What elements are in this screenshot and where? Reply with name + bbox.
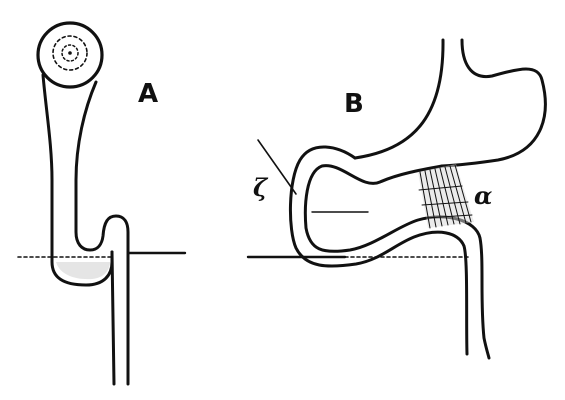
panel-b-loop-inner-wall xyxy=(303,164,491,360)
panel-a-dashed-ring-inner xyxy=(61,44,79,62)
panel-b-zeta-pointer xyxy=(257,139,297,195)
panel-a-bend-shading xyxy=(56,262,110,280)
zeta-label: ζ xyxy=(253,173,269,202)
panel-a-dashed-ring-outer xyxy=(52,35,88,71)
panel-a-disc-rim xyxy=(36,21,104,89)
alpha-label: α xyxy=(474,181,492,210)
panel-b-shaded-band xyxy=(418,164,474,229)
panel-a-tube-inner-wall xyxy=(110,250,116,386)
panel-b-drawing xyxy=(246,38,547,360)
panel-b-upper-pouch xyxy=(353,38,445,160)
panel-a-stalk-left-wall xyxy=(41,73,114,287)
panel-a-center-dot xyxy=(68,51,72,55)
panel-a-label: A xyxy=(138,79,158,109)
panel-a-drawing xyxy=(17,21,187,386)
panel-b-label: B xyxy=(344,89,364,119)
panel-b-loop-outer-wall xyxy=(288,145,469,356)
panel-b-upper-pouch-outer xyxy=(440,38,547,168)
panel-a-stalk-right-wall xyxy=(74,80,130,386)
